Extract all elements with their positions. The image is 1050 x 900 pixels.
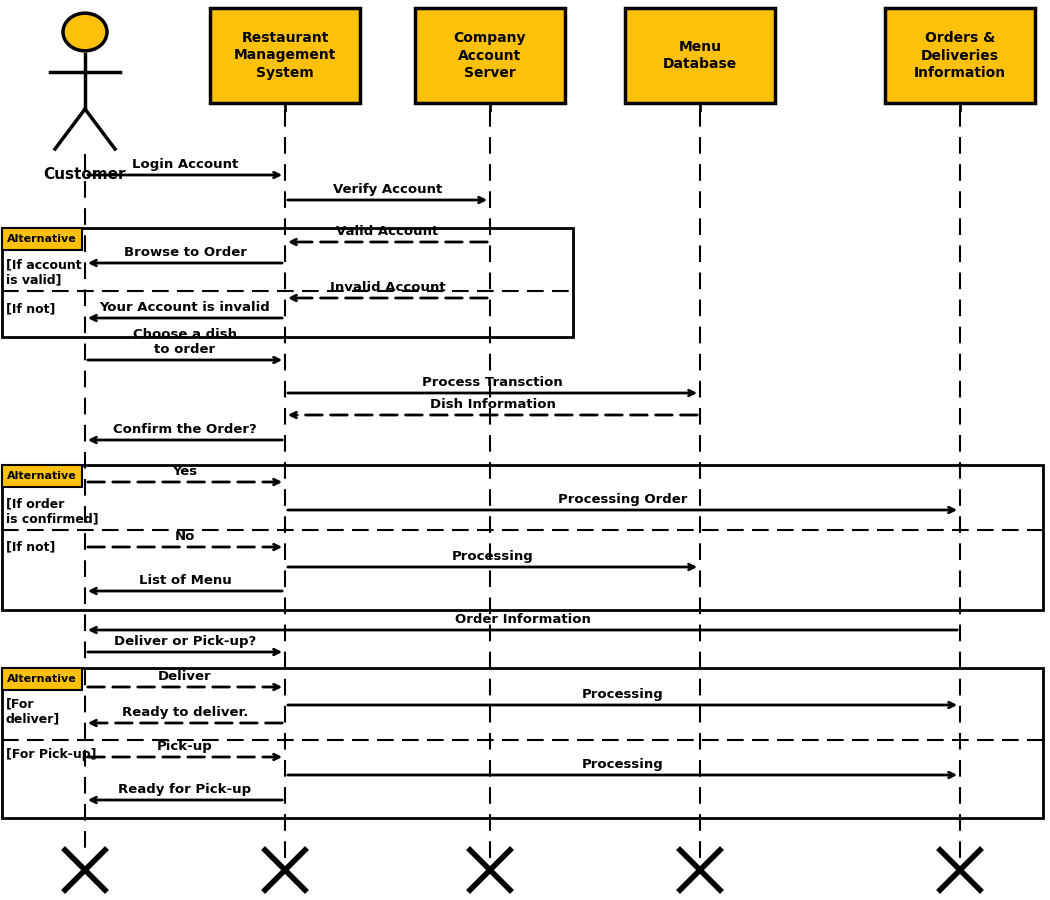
Bar [2, 668, 1043, 818]
Text: Deliver or Pick-up?: Deliver or Pick-up? [113, 635, 256, 648]
Text: Processing Order: Processing Order [558, 493, 687, 506]
Text: Confirm the Order?: Confirm the Order? [113, 423, 257, 436]
Bar [2, 228, 82, 250]
Text: Invalid Account: Invalid Account [330, 281, 445, 294]
Bar [2, 228, 573, 337]
Text: Pick-up: Pick-up [158, 740, 213, 753]
Text: Alternative: Alternative [7, 674, 77, 684]
Text: [If not]: [If not] [6, 302, 56, 315]
Text: Processing: Processing [582, 688, 664, 701]
Text: Menu
Database: Menu Database [663, 40, 737, 71]
Text: List of Menu: List of Menu [139, 574, 231, 587]
Text: [If not]: [If not] [6, 540, 56, 553]
Text: Verify Account: Verify Account [333, 183, 442, 196]
Text: Deliver: Deliver [159, 670, 212, 683]
Text: Ready for Pick-up: Ready for Pick-up [119, 783, 252, 796]
Text: Dish Information: Dish Information [429, 398, 555, 411]
Bar [415, 8, 565, 103]
Bar [885, 8, 1035, 103]
Text: Yes: Yes [172, 465, 197, 478]
Text: Processing: Processing [452, 550, 533, 563]
Text: [For Pick-up]: [For Pick-up] [6, 748, 97, 761]
Text: Order Information: Order Information [455, 613, 590, 626]
Bar [210, 8, 360, 103]
Circle shape [63, 14, 107, 51]
Text: Ready to deliver.: Ready to deliver. [122, 706, 248, 719]
Text: [If order
is confirmed]: [If order is confirmed] [6, 497, 99, 525]
Text: Processing: Processing [582, 758, 664, 771]
Text: Orders &
Deliveries
Information: Orders & Deliveries Information [914, 32, 1006, 80]
Text: Process Transction: Process Transction [422, 376, 563, 389]
Bar [2, 465, 1043, 610]
Text: Browse to Order: Browse to Order [124, 246, 247, 259]
Text: Alternative: Alternative [7, 234, 77, 244]
Text: Company
Account
Server: Company Account Server [454, 32, 526, 80]
Text: Your Account is invalid: Your Account is invalid [100, 301, 271, 314]
Text: No: No [174, 530, 195, 543]
Text: Login Account: Login Account [132, 158, 238, 171]
Text: Valid Account: Valid Account [336, 225, 439, 238]
Text: Restaurant
Management
System: Restaurant Management System [234, 32, 336, 80]
Bar [625, 8, 775, 103]
Text: [If account
is valid]: [If account is valid] [6, 258, 82, 286]
Text: Alternative: Alternative [7, 471, 77, 481]
Text: Customer: Customer [44, 167, 126, 182]
Text: Choose a dish
to order: Choose a dish to order [133, 328, 237, 356]
Text: [For
deliver]: [For deliver] [6, 697, 60, 725]
Bar [2, 668, 82, 690]
Bar [2, 465, 82, 487]
